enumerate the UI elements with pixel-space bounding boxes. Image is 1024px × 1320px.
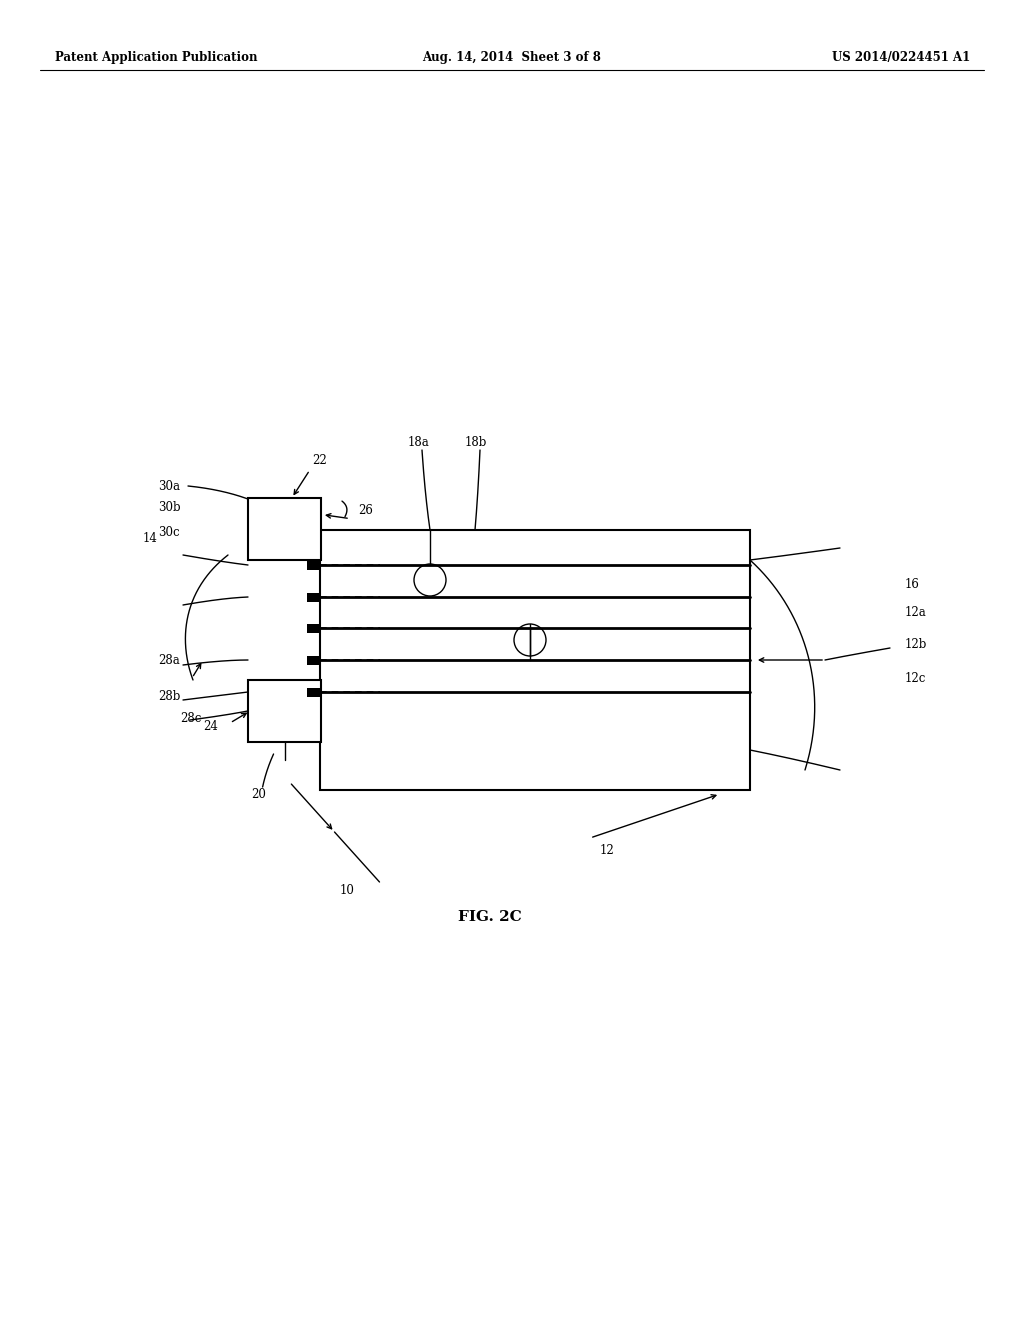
Text: 18b: 18b [465,436,487,449]
Text: 10: 10 [340,883,354,896]
Text: 28a: 28a [158,653,180,667]
Text: 26: 26 [358,504,373,517]
Text: 30a: 30a [158,479,180,492]
Bar [307,656,319,664]
Bar [319,531,750,789]
Bar [307,623,319,632]
Text: 12a: 12a [905,606,927,619]
Text: 12c: 12c [905,672,927,685]
Text: 30c: 30c [158,525,179,539]
Text: 16: 16 [905,578,920,591]
Bar [307,688,319,697]
Text: 30b: 30b [158,500,180,513]
Bar [307,561,319,569]
Text: FIG. 2C: FIG. 2C [458,909,522,924]
Text: 22: 22 [311,454,327,466]
Bar [248,680,321,742]
Text: Patent Application Publication: Patent Application Publication [55,51,257,65]
Text: 28c: 28c [180,711,202,725]
Text: 12b: 12b [905,639,928,652]
Text: 14: 14 [143,532,158,545]
Text: Aug. 14, 2014  Sheet 3 of 8: Aug. 14, 2014 Sheet 3 of 8 [423,51,601,65]
Bar [307,593,319,602]
Text: 18a: 18a [408,436,430,449]
Text: 24: 24 [203,719,218,733]
Text: 20: 20 [252,788,266,800]
Text: 12: 12 [600,843,614,857]
Bar [248,498,321,560]
Text: US 2014/0224451 A1: US 2014/0224451 A1 [831,51,970,65]
Text: 28b: 28b [158,690,180,704]
